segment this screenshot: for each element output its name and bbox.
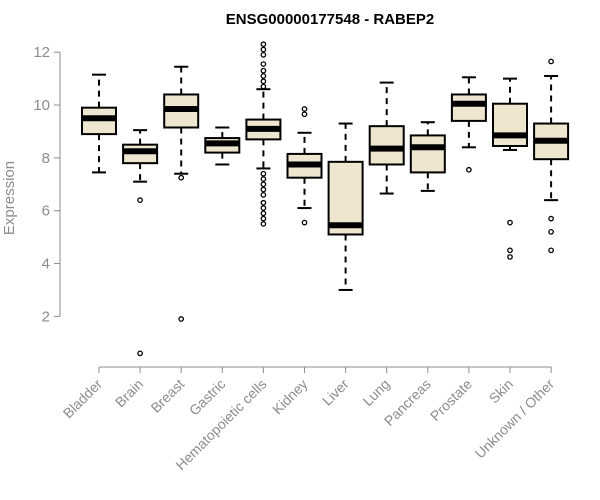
y-tick-label-8: 8 [42,150,50,167]
outlier-hematopoietic-cells-5 [260,73,267,79]
outlier-unknown-other-2 [548,228,554,235]
x-tick-label-kidney: Kidney [269,376,311,418]
iqr-box-skin [492,102,528,147]
x-tick-label-brain: Brain [112,376,146,410]
outlier-brain-0 [137,197,143,203]
box-liver [327,122,364,291]
x-tick-label-prostate: Prostate [427,376,475,424]
iqr-box-pancreas [409,134,446,174]
outlier-breast-1 [178,316,185,322]
x-tick-label-liver: Liver [319,376,352,409]
plot-area [81,41,570,357]
box-breast [163,65,200,322]
box-prostate [450,76,487,173]
box-bladder [81,73,117,174]
outlier-breast-0 [178,174,185,181]
x-tick-label-lung: Lung [359,376,392,409]
outlier-hematopoietic-cells-9 [260,176,267,182]
outlier-hematopoietic-cells-3 [260,61,267,67]
outlier-hematopoietic-cells-12 [260,192,267,198]
outlier-hematopoietic-cells-14 [260,205,267,211]
outlier-hematopoietic-cells-13 [260,199,267,206]
box-kidney [286,106,323,226]
y-tick-label-4: 4 [42,256,50,273]
iqr-box-prostate [450,93,487,122]
outlier-skin-0 [507,219,513,226]
outlier-hematopoietic-cells-17 [260,221,267,227]
outlier-skin-2 [507,254,513,260]
box-brain [122,129,159,357]
box-pancreas [409,121,446,192]
outlier-hematopoietic-cells-7 [260,83,267,90]
box-skin [492,77,528,260]
outlier-unknown-other-1 [548,215,554,222]
box-hematopoietic-cells [245,41,282,227]
outlier-unknown-other-3 [548,247,554,254]
outlier-hematopoietic-cells-0 [260,41,267,48]
outlier-hematopoietic-cells-6 [260,78,267,85]
outlier-brain-1 [137,350,143,357]
x-tick-label-bladder: Bladder [60,376,106,422]
outlier-hematopoietic-cells-16 [260,215,267,222]
outlier-hematopoietic-cells-10 [260,181,267,188]
y-tick-label-6: 6 [42,203,50,220]
x-tick-label-breast: Breast [147,376,187,416]
x-tick-label-skin: Skin [486,376,517,407]
outlier-hematopoietic-cells-8 [260,170,267,177]
outlier-hematopoietic-cells-11 [260,186,267,193]
y-tick-label-12: 12 [33,44,50,61]
y-axis-label: Expression [1,161,18,235]
outlier-hematopoietic-cells-4 [260,67,267,74]
y-axis: 2 4 6 8 10 12 [33,44,61,325]
outlier-kidney-2 [301,219,308,226]
y-tick-label-10: 10 [33,97,50,114]
chart-title: ENSG00000177548 - RABEP2 [226,11,434,28]
y-tick-label-2: 2 [42,308,50,325]
outlier-skin-1 [507,247,513,254]
iqr-box-lung [368,125,405,166]
outlier-kidney-1 [301,111,308,118]
box-lung [368,81,405,195]
box-unknown-other [533,58,570,254]
outlier-kidney-0 [301,106,308,112]
box-gastric [204,126,241,166]
outlier-hematopoietic-cells-2 [260,51,267,58]
outlier-prostate-0 [466,166,472,173]
outlier-hematopoietic-cells-15 [260,210,267,217]
outlier-hematopoietic-cells-1 [260,46,267,53]
outlier-unknown-other-0 [548,58,554,65]
